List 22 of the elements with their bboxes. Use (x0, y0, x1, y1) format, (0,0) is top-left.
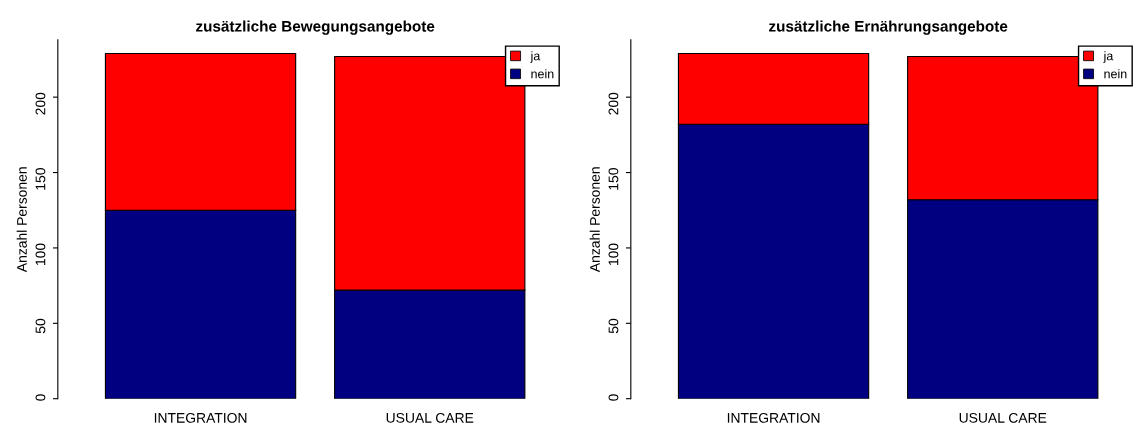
y-tick-label: 50 (608, 318, 619, 334)
y-tick-label: 100 (35, 243, 46, 266)
x-tick-label: INTEGRATION (154, 412, 247, 423)
x-tick-label: USUAL CARE (959, 412, 1047, 423)
y-tick-label: 0 (35, 394, 46, 401)
legend-label: nein (1104, 69, 1127, 79)
x-tick-label: INTEGRATION (727, 412, 820, 423)
y-tick-label: 0 (608, 394, 619, 401)
y-tick-label: 150 (608, 168, 619, 190)
y-tick-label: 150 (35, 168, 46, 190)
y-axis-title: Anzahl Personen (589, 167, 600, 273)
y-tick-label: 200 (608, 92, 619, 115)
x-tick-label: USUAL CARE (386, 412, 474, 423)
y-tick-label: 200 (35, 92, 46, 115)
chart-title: zusätzliche Bewegungsangebote (196, 20, 435, 35)
y-axis-title: Anzahl Personen (16, 167, 27, 273)
chart-title: zusätzliche Ernährungsangebote (769, 20, 1008, 35)
y-tick-label: 50 (35, 318, 46, 334)
legend-label: nein (531, 69, 554, 79)
legend-label: ja (530, 51, 541, 63)
y-tick-label: 100 (608, 243, 619, 266)
legend-label: ja (1103, 51, 1114, 63)
